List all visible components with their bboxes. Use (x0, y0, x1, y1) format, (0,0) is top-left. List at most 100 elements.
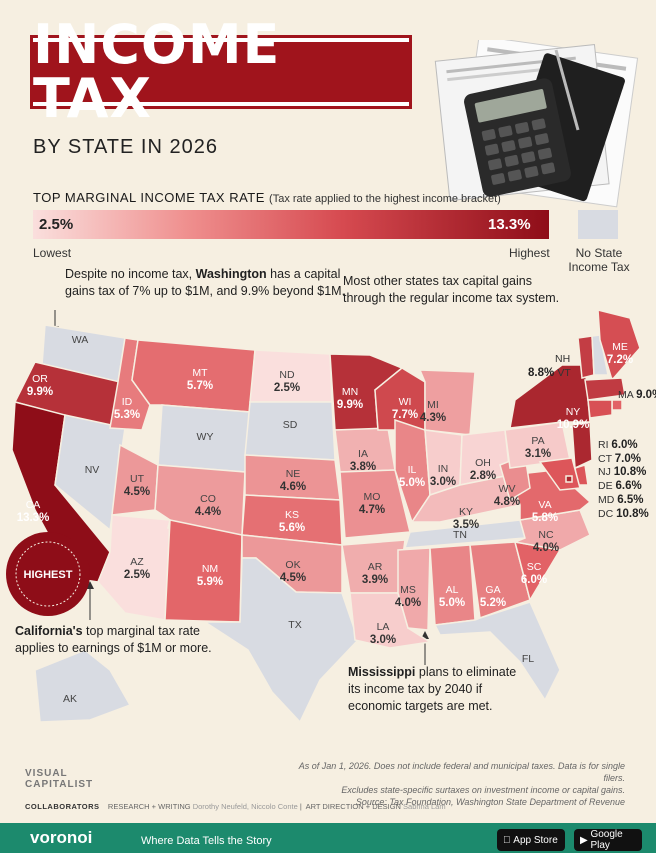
state-code-mi: MI (427, 399, 439, 411)
state-rate-pa: 3.1% (525, 448, 551, 460)
design-names: Sabrina Lam (403, 802, 446, 811)
state-label-dc: DC 10.8% (598, 508, 649, 520)
state-code-ga: GA (485, 584, 500, 596)
state-rate-id: 5.3% (114, 409, 140, 421)
state-code-wy: WY (197, 431, 214, 443)
mississippi-note-bold: Mississippi (348, 665, 416, 679)
state-code-pa: PA (531, 435, 544, 447)
state-code-wv: WV (499, 483, 516, 495)
mississippi-note-post: plans to eliminate its income tax by 204… (348, 665, 517, 713)
state-ma (584, 377, 626, 401)
source-note: As of Jan 1, 2026. Does not include fede… (280, 760, 625, 808)
legend-no-tax-label: No State Income Tax (568, 246, 630, 274)
google-play-button[interactable]: ▶ Google Play (574, 829, 642, 851)
brand-line2: CAPITALIST (25, 779, 94, 790)
state-code-tx: TX (288, 619, 301, 631)
state-code-mn: MN (342, 386, 358, 398)
us-map: WAOR9.9%CA13.3%NVID5.3%MT5.7%WYUT4.5%AZ2… (6, 310, 656, 724)
state-code-nv: NV (85, 464, 100, 476)
state-rate-wv: 4.8% (494, 496, 520, 508)
california-note: California's top marginal tax rate appli… (15, 623, 235, 657)
state-rate-oh: 2.8% (470, 470, 496, 482)
state-code-nd: ND (279, 369, 295, 381)
brand-line1: VISUAL (25, 768, 68, 779)
legend-max-value: 13.3% (488, 216, 531, 233)
state-label-nj: NJ 10.8% (598, 466, 646, 478)
design-label: ART DIRECTION + DESIGN (305, 802, 401, 811)
state-label-vt: 8.8% VT (528, 367, 571, 379)
state-code-sc: SC (527, 561, 542, 573)
legend-heading-text: TOP MARGINAL INCOME TAX RATE (33, 190, 265, 205)
state-rate-va: 5.8% (532, 512, 558, 524)
visual-capitalist-logo: VISUAL CAPITALIST (25, 768, 93, 790)
state-label-ma: MA 9.0% (618, 389, 656, 401)
state-code-co: CO (200, 493, 216, 505)
source-line3: Source: Tax Foundation, Washington State… (355, 797, 625, 807)
state-code-me: ME (612, 341, 628, 353)
state-code-la: LA (377, 621, 390, 633)
state-code-ok: OK (285, 559, 300, 571)
state-code-ak: AK (63, 693, 77, 705)
collaborators-label: COLLABORATORS (25, 802, 100, 811)
footer-tagline: Where Data Tells the Story (141, 835, 272, 847)
credits-row: COLLABORATORS RESEARCH + WRITING Dorothy… (25, 802, 446, 811)
source-line2: Excludes state-specific surtaxes on inve… (341, 785, 625, 795)
state-rate-ne: 4.6% (280, 481, 306, 493)
state-rate-az: 2.5% (124, 569, 150, 581)
state-code-nc: NC (538, 529, 554, 541)
page-title: INCOME TAX (33, 13, 281, 130)
state-label-ct: CT 7.0% (598, 453, 641, 465)
state-rate-me: 7.2% (607, 354, 633, 366)
state-rate-mo: 4.7% (359, 504, 385, 516)
legend-no-tax-swatch (578, 210, 618, 239)
state-label-de: DE 6.6% (598, 480, 642, 492)
state-rate-ia: 3.8% (350, 461, 376, 473)
state-rate-nm: 5.9% (197, 576, 223, 588)
state-rate-mi: 4.3% (420, 412, 446, 424)
state-code-id: ID (122, 396, 133, 408)
washington-note-post: has a capital gains tax of 7% up to $1M,… (65, 267, 346, 298)
state-code-ut: UT (130, 473, 145, 485)
state-rate-ks: 5.6% (279, 522, 305, 534)
source-line1: As of Jan 1, 2026. Does not include fede… (298, 761, 625, 783)
california-note-post: top marginal tax rate applies to earning… (15, 624, 212, 655)
state-rate-mt: 5.7% (187, 380, 213, 392)
app-store-label: App Store (505, 834, 557, 846)
pen-icon (554, 49, 580, 131)
state-rate-ga: 5.2% (480, 597, 506, 609)
voronoi-logo[interactable]: voronoi (30, 828, 93, 847)
state-code-tn: TN (453, 529, 467, 541)
capital-gains-note: Most other states tax capital gains thro… (343, 274, 560, 305)
state-rate-ut: 4.5% (124, 486, 150, 498)
ca-leader-arrow (86, 581, 94, 589)
state-nj (571, 421, 593, 470)
google-play-label: Google Play (590, 829, 623, 851)
state-rate-mn: 9.9% (337, 399, 363, 411)
legend-gradient-bar (33, 210, 549, 239)
highest-badge-text: HIGHEST (24, 569, 73, 581)
state-label-ri: RI 6.0% (598, 439, 638, 451)
state-rate-ms: 4.0% (395, 597, 421, 609)
california-note-bold: California's (15, 624, 83, 638)
state-code-ne: NE (286, 468, 301, 480)
play-icon: ▶ (580, 834, 591, 846)
state-rate-nd: 2.5% (274, 382, 300, 394)
state-label-nh: NH (555, 353, 570, 365)
state-rate-ok: 4.5% (280, 572, 306, 584)
state-code-oh: OH (475, 457, 491, 469)
state-rate-al: 5.0% (439, 597, 465, 609)
calculator-icon (464, 78, 571, 197)
state-rate-wi: 7.7% (392, 409, 418, 421)
research-names: Dorothy Neufeld, Niccolo Conte (192, 802, 298, 811)
state-code-wa: WA (72, 334, 89, 346)
washington-note: Despite no income tax, Washington has a … (65, 266, 355, 300)
app-store-button[interactable]:  App Store (497, 829, 565, 851)
washington-note-pre: Despite no income tax, (65, 267, 196, 281)
legend-heading: TOP MARGINAL INCOME TAX RATE (Tax rate a… (33, 190, 501, 205)
calculator-illustration (434, 40, 639, 208)
legend-highest-label: Highest (509, 246, 550, 260)
state-ak (34, 649, 132, 723)
state-code-ky: KY (459, 506, 473, 518)
legend-min-value: 2.5% (39, 216, 74, 233)
legend-lowest-label: Lowest (33, 246, 72, 260)
